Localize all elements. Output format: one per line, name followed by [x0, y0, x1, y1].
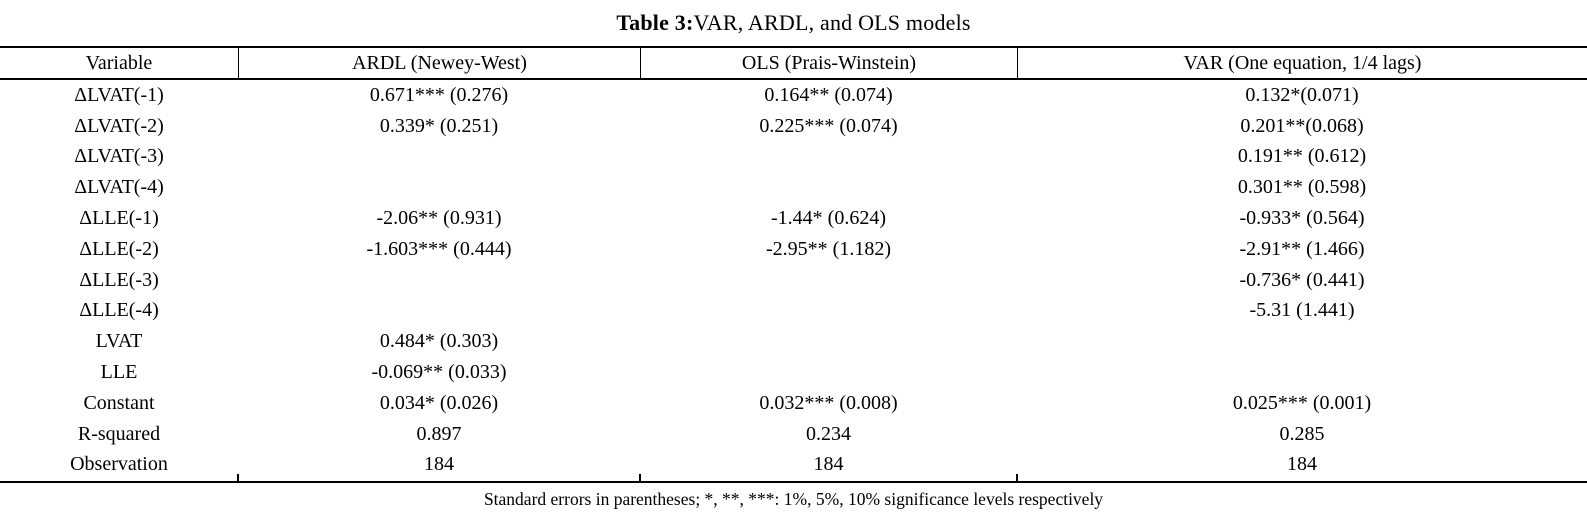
- ardl-value-cell: 0.484* (0.303): [379, 330, 499, 353]
- ardl-value-cell: -2.06** (0.931): [376, 207, 502, 230]
- var-value-cell: -2.91** (1.466): [1239, 237, 1365, 260]
- rule-junction-tick: [639, 474, 641, 481]
- ardl-value-cell: 184: [424, 453, 454, 476]
- ardl-value-cell: -1.603*** (0.444): [366, 237, 512, 260]
- ols-value-cell: -1.44* (0.624): [771, 207, 886, 230]
- var-value-cell: -0.736* (0.441): [1239, 268, 1365, 291]
- column-header-var: VAR (One equation, 1/4 lags): [1017, 48, 1587, 78]
- ols-value-cell: 0.234: [806, 422, 851, 445]
- variable-cell: LLE: [100, 361, 138, 384]
- var-value-cell: [1017, 357, 1587, 388]
- variable-cell: ΔLLE(-1): [79, 207, 159, 230]
- var-value-cell: [1017, 326, 1587, 357]
- ols-value-cell: [640, 142, 1017, 173]
- column-header-ols: OLS (Prais-Winstein): [640, 48, 1017, 78]
- rule-junction-tick: [237, 474, 239, 481]
- var-value-cell: 184: [1287, 453, 1317, 476]
- ols-value-cell: [640, 357, 1017, 388]
- variable-cell: ΔLVAT(-2): [74, 114, 164, 137]
- ols-value-cell: -2.95** (1.182): [766, 237, 891, 260]
- ols-value-cell: 0.164** (0.074): [764, 83, 893, 106]
- ardl-value-cell: [238, 142, 640, 173]
- table-footnote: Standard errors in parentheses; *, **, *…: [483, 489, 1104, 509]
- ols-value-cell: [640, 172, 1017, 203]
- var-value-cell: 0.025*** (0.001): [1232, 391, 1372, 414]
- variable-cell: ΔLLE(-4): [79, 299, 159, 322]
- ols-value-cell: 184: [813, 453, 844, 476]
- variable-cell: Constant: [83, 391, 155, 414]
- table-body: ΔLVAT(-1) 0.671*** (0.276) 0.164** (0.07…: [0, 80, 1587, 483]
- variable-cell: ΔLVAT(-3): [74, 145, 164, 168]
- var-value-cell: -5.31 (1.441): [1249, 299, 1355, 322]
- ardl-value-cell: 0.034* (0.026): [379, 391, 499, 414]
- table-header-row: Variable ARDL (Newey-West) OLS (Prais-Wi…: [0, 46, 1587, 80]
- variable-cell: LVAT: [95, 330, 143, 353]
- var-value-cell: 0.285: [1279, 422, 1325, 445]
- variable-cell: ΔLVAT(-4): [74, 176, 164, 199]
- var-value-cell: 0.132*(0.071): [1245, 83, 1359, 106]
- ols-value-cell: 0.225*** (0.074): [759, 114, 898, 137]
- ardl-value-cell: [238, 265, 640, 296]
- table-caption-text: VAR, ARDL, and OLS models: [693, 10, 971, 35]
- ols-value-cell: [640, 265, 1017, 296]
- ardl-value-cell: [238, 296, 640, 327]
- variable-cell: R-squared: [77, 422, 161, 445]
- variable-cell: ΔLLE(-2): [79, 237, 159, 260]
- ardl-value-cell: 0.339* (0.251): [379, 114, 499, 137]
- variable-cell: ΔLLE(-3): [79, 268, 159, 291]
- table-caption-number: Table 3:: [616, 10, 694, 35]
- ardl-value-cell: [238, 172, 640, 203]
- var-value-cell: -0.933* (0.564): [1239, 207, 1365, 230]
- ardl-value-cell: 0.897: [416, 422, 462, 445]
- column-header-variable: Variable: [85, 51, 153, 74]
- ardl-value-cell: -0.069** (0.033): [371, 361, 507, 384]
- variable-cell: Observation: [70, 453, 168, 476]
- variable-cell: ΔLVAT(-1): [74, 83, 164, 106]
- var-value-cell: 0.191** (0.612): [1237, 145, 1367, 168]
- ols-value-cell: [640, 296, 1017, 327]
- column-header-ardl: ARDL (Newey-West): [238, 48, 640, 78]
- table-caption: Table 3: VAR, ARDL, and OLS models: [0, 0, 1587, 46]
- var-value-cell: 0.301** (0.598): [1237, 176, 1367, 199]
- ols-value-cell: 0.032*** (0.008): [759, 391, 898, 414]
- ardl-value-cell: 0.671*** (0.276): [369, 83, 509, 106]
- ols-value-cell: [640, 326, 1017, 357]
- var-value-cell: 0.201**(0.068): [1240, 114, 1364, 137]
- rule-junction-tick: [1016, 474, 1018, 481]
